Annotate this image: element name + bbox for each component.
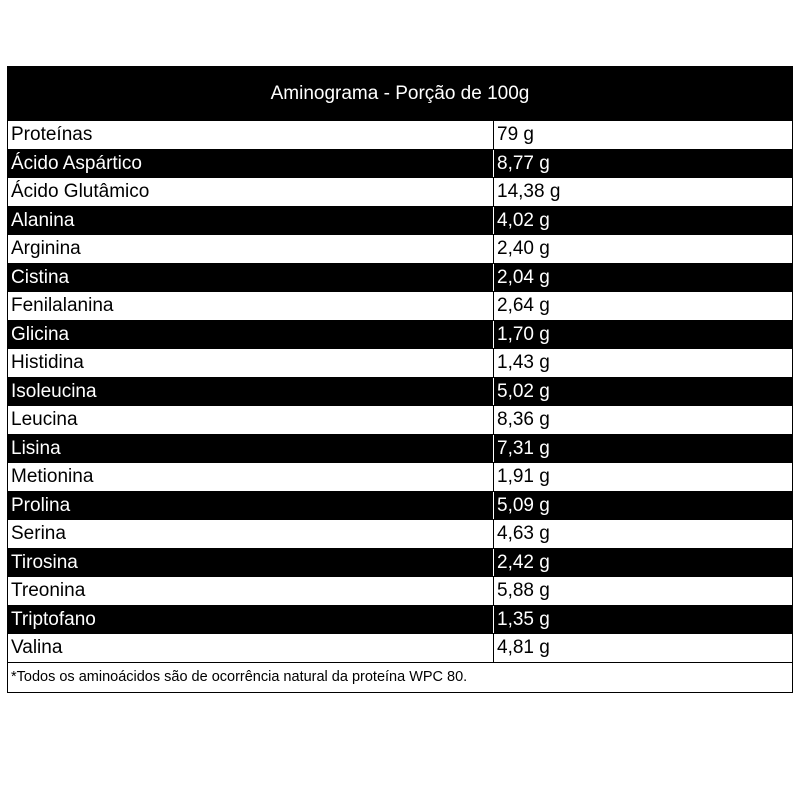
table-row: Tirosina 2,42 g	[8, 548, 792, 577]
table-row: Prolina 5,09 g	[8, 491, 792, 520]
amino-acid-value: 2,64 g	[497, 295, 550, 316]
aminogram-table: Aminograma - Porção de 100g Proteínas 79 …	[7, 66, 793, 693]
amino-acid-name: Proteínas	[8, 121, 494, 149]
table-row: Lisina 7,31 g	[8, 434, 792, 463]
table-row: Alanina 4,02 g	[8, 206, 792, 235]
table-row: Metionina 1,91 g	[8, 463, 792, 492]
table-row: Histidina 1,43 g	[8, 349, 792, 378]
table-row: Treonina 5,88 g	[8, 577, 792, 606]
amino-acid-value: 2,40 g	[497, 238, 550, 259]
amino-acid-value: 5,02 g	[497, 380, 550, 402]
amino-acid-name: Metionina	[8, 463, 494, 491]
table-row: Leucina 8,36 g	[8, 406, 792, 435]
table-body: Proteínas 79 g Ácido Aspártico 8,77 g Ácido …	[8, 121, 792, 663]
amino-acid-name: Ácido Aspártico	[8, 149, 494, 177]
amino-acid-name: Cistina	[8, 263, 494, 291]
amino-acid-name: Treonina	[8, 577, 494, 605]
amino-acid-value: 5,88 g	[497, 580, 550, 601]
table-row: Cistina 2,04 g	[8, 263, 792, 292]
amino-acid-name: Ácido Glutâmico	[8, 178, 494, 206]
amino-acid-name: Fenilalanina	[8, 292, 494, 320]
table-row: Isoleucina 5,02 g	[8, 377, 792, 406]
amino-acid-value: 8,77 g	[497, 152, 550, 174]
amino-acid-name: Lisina	[8, 434, 494, 462]
amino-acid-value: 5,09 g	[497, 494, 550, 516]
amino-acid-value: 1,70 g	[497, 323, 550, 345]
amino-acid-value: 4,02 g	[497, 209, 550, 231]
table-row: Triptofano 1,35 g	[8, 605, 792, 634]
table-row: Serina 4,63 g	[8, 520, 792, 549]
table-row: Ácido Glutâmico 14,38 g	[8, 178, 792, 207]
amino-acid-name: Valina	[8, 634, 494, 662]
table-row: Fenilalanina 2,64 g	[8, 292, 792, 321]
amino-acid-value: 1,91 g	[497, 466, 550, 487]
amino-acid-name: Serina	[8, 520, 494, 548]
amino-acid-name: Glicina	[8, 320, 494, 348]
table-footnote: *Todos os aminoácidos são de ocorrência …	[8, 662, 792, 692]
table-row: Valina 4,81 g	[8, 634, 792, 663]
amino-acid-name: Isoleucina	[8, 377, 494, 405]
amino-acid-value: 1,43 g	[497, 352, 550, 373]
amino-acid-name: Leucina	[8, 406, 494, 434]
amino-acid-value: 4,81 g	[497, 637, 550, 658]
amino-acid-value: 79 g	[497, 124, 534, 145]
amino-acid-name: Triptofano	[8, 605, 494, 633]
amino-acid-value: 2,42 g	[497, 551, 550, 573]
table-row: Ácido Aspártico 8,77 g	[8, 149, 792, 178]
table-row: Arginina 2,40 g	[8, 235, 792, 264]
amino-acid-value: 2,04 g	[497, 266, 550, 288]
table-row: Glicina 1,70 g	[8, 320, 792, 349]
amino-acid-name: Tirosina	[8, 548, 494, 576]
amino-acid-value: 14,38 g	[497, 181, 561, 202]
amino-acid-name: Arginina	[8, 235, 494, 263]
amino-acid-value: 1,35 g	[497, 608, 550, 630]
table-title: Aminograma - Porção de 100g	[8, 67, 792, 121]
amino-acid-value: 8,36 g	[497, 409, 550, 430]
table-row: Proteínas 79 g	[8, 121, 792, 150]
amino-acid-name: Alanina	[8, 206, 494, 234]
amino-acid-name: Histidina	[8, 349, 494, 377]
amino-acid-value: 4,63 g	[497, 523, 550, 544]
amino-acid-name: Prolina	[8, 491, 494, 519]
amino-acid-value: 7,31 g	[497, 437, 550, 459]
